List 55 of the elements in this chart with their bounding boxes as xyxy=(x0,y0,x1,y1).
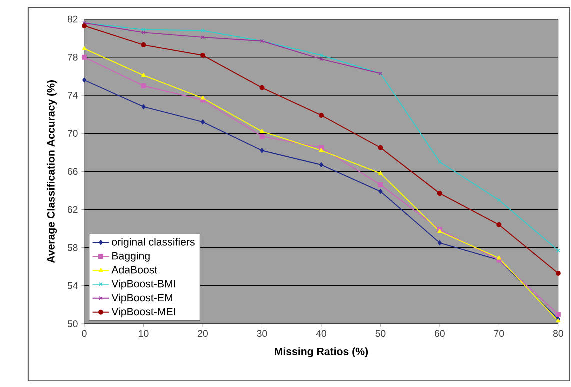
y-tick-label: 70 xyxy=(68,130,78,138)
x-tick-label: 50 xyxy=(376,330,386,338)
point xyxy=(142,73,146,78)
point xyxy=(556,312,561,318)
x-tick-label: 0 xyxy=(82,330,87,338)
y-tick-label: 78 xyxy=(68,54,78,61)
x-tick-label: 80 xyxy=(553,330,564,338)
point xyxy=(82,78,86,83)
point xyxy=(378,182,384,188)
legend-label: AdaBoost xyxy=(112,266,158,274)
point xyxy=(82,54,88,60)
point xyxy=(141,42,146,48)
x-tick-label: 40 xyxy=(316,330,326,338)
legend-label: VipBoost-BMI xyxy=(112,280,176,290)
y-tick-label: 54 xyxy=(68,282,78,290)
point xyxy=(260,85,265,90)
y-tick-label: 82 xyxy=(68,16,78,23)
point xyxy=(496,256,502,260)
point xyxy=(320,54,324,58)
point xyxy=(378,171,383,176)
legend-label: Bagging xyxy=(112,252,150,262)
point xyxy=(378,189,383,194)
y-tick-label: 74 xyxy=(68,92,78,99)
point xyxy=(142,104,146,110)
point xyxy=(260,148,264,154)
point xyxy=(200,53,206,58)
x-tick-label: 10 xyxy=(139,330,149,338)
point xyxy=(260,129,264,134)
legend-label: VipBoost-MEI xyxy=(112,308,176,318)
legend-label: original classifiers xyxy=(112,238,195,248)
y-tick-label: 50 xyxy=(68,320,78,328)
point xyxy=(201,120,205,125)
y-tick-label: 66 xyxy=(68,168,78,176)
point xyxy=(496,222,502,228)
x-axis-title: Missing Ratios (%) xyxy=(275,348,368,358)
y-tick-label: 62 xyxy=(68,206,78,214)
point xyxy=(260,134,265,140)
y-axis-title: Average Classification Accuracy (%) xyxy=(47,80,58,264)
x-tick-label: 60 xyxy=(435,330,445,338)
point xyxy=(82,46,87,50)
point xyxy=(319,162,324,168)
point xyxy=(437,191,442,196)
point xyxy=(378,145,384,150)
point xyxy=(200,96,206,100)
x-tick-label: 30 xyxy=(257,330,268,338)
point xyxy=(556,271,561,276)
x-tick-label: 20 xyxy=(198,330,208,338)
y-tick-label: 58 xyxy=(68,244,78,252)
point xyxy=(82,24,88,29)
point xyxy=(438,240,442,246)
point xyxy=(318,113,324,118)
legend-label: VipBoost-EM xyxy=(112,294,172,304)
x-tick-label: 70 xyxy=(494,330,504,338)
point xyxy=(319,148,324,152)
point xyxy=(141,84,146,89)
